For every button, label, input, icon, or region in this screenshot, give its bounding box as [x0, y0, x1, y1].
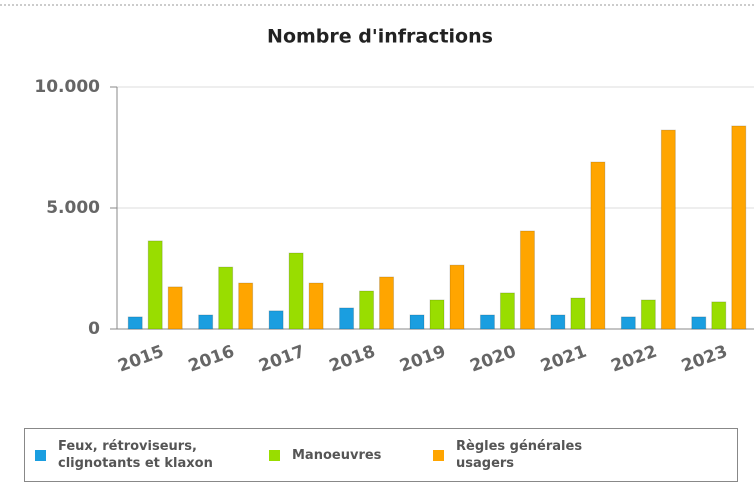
bar — [590, 161, 606, 330]
y-tick-label: 0 — [88, 319, 100, 339]
legend: Feux, rétroviseurs, clignotants et klaxo… — [24, 428, 738, 482]
chart: Nombre d'infractions 0 5.000 10.000 2015 201… — [0, 4, 754, 377]
bar — [268, 310, 284, 330]
bar — [640, 299, 656, 330]
bar — [198, 314, 214, 330]
bar — [711, 301, 727, 330]
x-tick-label: 2023 — [679, 342, 730, 377]
bar — [339, 307, 355, 330]
bar — [660, 129, 676, 330]
legend-swatch — [433, 449, 444, 461]
x-tick-label: 2021 — [538, 342, 589, 377]
bar — [147, 240, 163, 330]
x-tick-label: 2015 — [115, 342, 166, 377]
legend-item: Feux, rétroviseurs, clignotants et klaxo… — [35, 438, 255, 472]
bar — [429, 299, 445, 330]
legend-item: Règles générales usagers — [433, 438, 633, 472]
bar — [449, 264, 465, 330]
x-tick-label: 2019 — [397, 342, 448, 377]
legend-label: Règles générales usagers — [456, 439, 583, 471]
bar — [379, 276, 395, 330]
bar — [409, 314, 425, 330]
bar — [288, 252, 304, 330]
bar — [359, 290, 375, 330]
x-tick-label: 2020 — [468, 342, 519, 377]
bar — [167, 286, 183, 330]
x-tick-label: 2022 — [608, 342, 659, 377]
legend-label: Manoeuvres — [292, 447, 382, 463]
legend-label: Feux, rétroviseurs, clignotants et klaxo… — [58, 439, 213, 471]
legend-swatch — [269, 449, 280, 461]
chart-title: Nombre d'infractions — [267, 26, 493, 48]
x-tick-label: 2016 — [186, 342, 237, 377]
bar — [218, 266, 234, 330]
x-tick-label: 2018 — [327, 342, 378, 377]
bar — [238, 282, 254, 330]
bar — [550, 314, 566, 330]
bar — [308, 282, 324, 330]
y-tick-label: 10.000 — [34, 77, 100, 97]
legend-swatch — [35, 449, 46, 461]
bar — [519, 230, 535, 330]
bar — [127, 316, 143, 330]
bar — [691, 316, 707, 330]
bar — [570, 297, 586, 330]
bar — [731, 125, 747, 330]
bar — [479, 314, 495, 330]
legend-item: Manoeuvres — [269, 447, 419, 464]
bar — [499, 292, 515, 330]
x-tick-label: 2017 — [256, 342, 307, 377]
bar — [620, 316, 636, 330]
y-tick-label: 5.000 — [46, 198, 100, 218]
